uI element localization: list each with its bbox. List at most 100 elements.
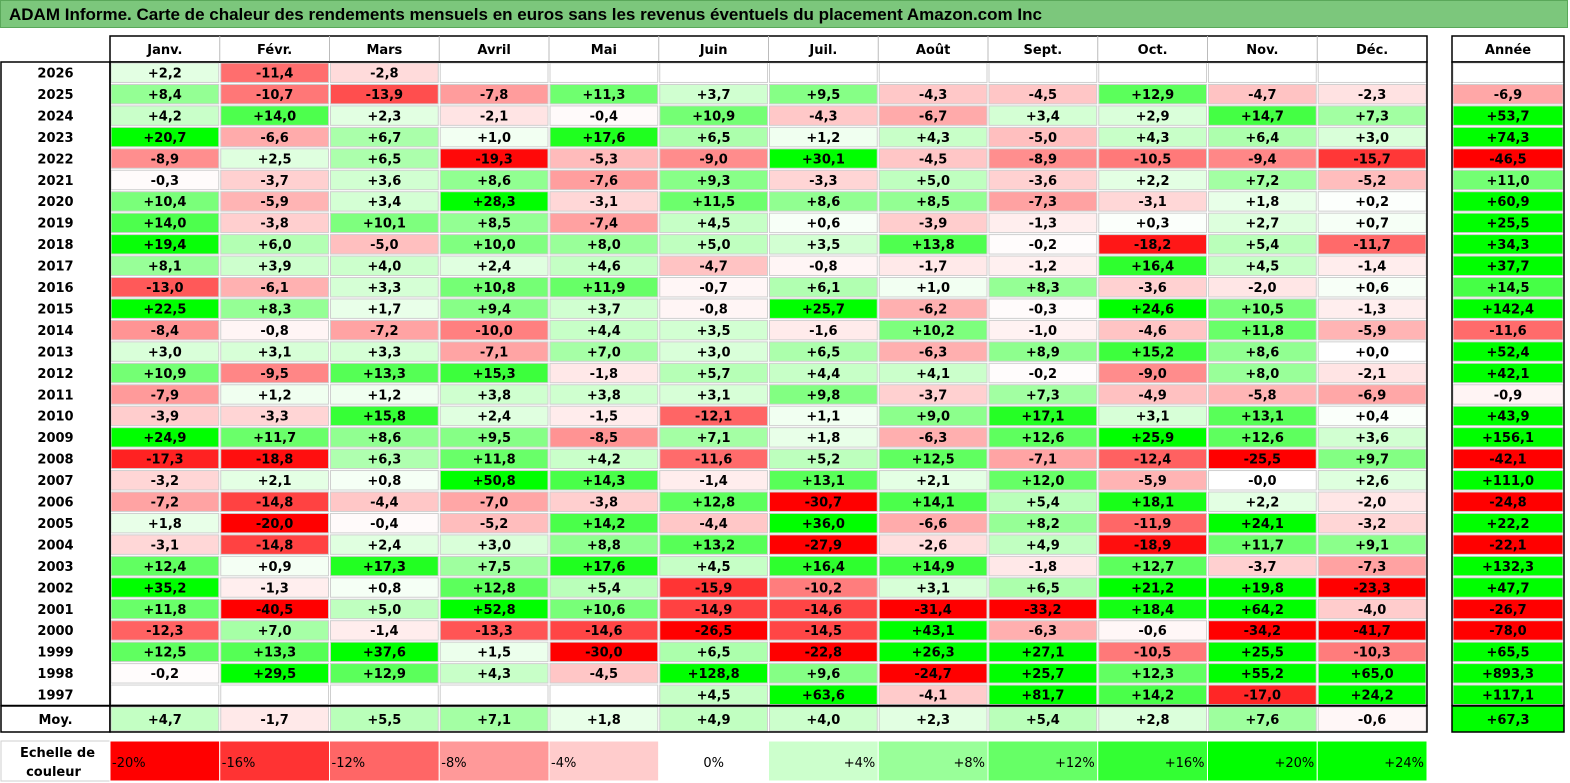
heatmap-cell	[878, 470, 988, 491]
cell-value: -7,3	[1029, 195, 1057, 210]
heatmap-cell	[330, 448, 439, 470]
year-total-cell	[1452, 620, 1564, 641]
heatmap-cell	[659, 405, 768, 427]
heatmap-cell	[549, 234, 659, 255]
cell-value: +17,6	[582, 131, 625, 146]
cell-value: -7,9	[151, 388, 179, 403]
heatmap-cell	[659, 105, 768, 126]
average-value: +5,5	[367, 713, 401, 728]
cell-value: +11,5	[692, 195, 735, 210]
cell-value: -1,3	[1358, 302, 1386, 317]
heatmap-cell	[330, 169, 439, 191]
table-row: 2008 -17,3 -18,8 +6,3 +11,8 +4,2 -11,6 +5,2 +12,…	[37, 448, 1564, 470]
heatmap-cell	[1098, 62, 1207, 83]
heatmap-cell	[769, 577, 878, 598]
scale-label: +4%	[844, 756, 876, 771]
row-year-label: 2014	[37, 324, 73, 339]
heatmap-cell	[1317, 298, 1427, 319]
cell-value: +4,9	[1026, 538, 1060, 553]
cell-value: +0,8	[367, 474, 401, 489]
cell-value: -6,1	[260, 281, 288, 296]
cell-value: +4,4	[806, 367, 840, 382]
row-year-label: 2017	[37, 260, 73, 275]
row-year-label: 2002	[37, 581, 73, 596]
year-total-cell	[1452, 491, 1564, 512]
heatmap-cell	[110, 126, 220, 148]
heatmap-cell	[330, 663, 439, 684]
heatmap-cell	[769, 234, 878, 255]
cell-value: +18,4	[1131, 603, 1174, 618]
cell-value: +6,3	[367, 453, 401, 468]
cell-value: +5,4	[587, 581, 621, 596]
cell-value: +5,7	[697, 367, 731, 382]
heatmap-cell	[220, 212, 329, 234]
heatmap-cell	[330, 83, 439, 105]
cell-value: -3,1	[590, 195, 618, 210]
cell-value: +4,5	[697, 560, 731, 575]
heatmap-cell	[1317, 684, 1427, 705]
heatmap-cell	[1317, 126, 1427, 148]
heatmap-cell	[330, 126, 439, 148]
cell-value: +9,0	[916, 410, 950, 425]
cell-value: -0,8	[809, 260, 837, 275]
heatmap-cell	[988, 105, 1098, 126]
cell-value: -2,0	[1248, 281, 1276, 296]
heatmap-cell	[220, 512, 329, 534]
scale-label: +16%	[1165, 756, 1205, 771]
cell-value: +11,7	[253, 431, 296, 446]
heatmap-cell	[988, 319, 1098, 341]
cell-value: -0,4	[590, 109, 618, 124]
cell-value: -6,6	[919, 517, 947, 532]
cell-value: +64,2	[1241, 603, 1284, 618]
year-total-value: +43,9	[1487, 410, 1530, 425]
heatmap-cell	[1208, 234, 1317, 255]
heatmap-cell	[549, 663, 659, 684]
year-total-cell	[1452, 169, 1564, 191]
heatmap-cell	[878, 105, 988, 126]
cell-value: -10,5	[1134, 646, 1171, 661]
heatmap-cell	[330, 277, 439, 298]
heatmap-cell	[1098, 319, 1207, 341]
heatmap-cell	[110, 448, 220, 470]
heatmap-cell	[330, 62, 439, 83]
cell-value: +6,1	[806, 281, 840, 296]
average-cell	[988, 706, 1098, 732]
average-cell	[110, 706, 220, 732]
heatmap-cell	[220, 555, 329, 577]
year-total-value: +52,4	[1487, 345, 1530, 360]
heatmap-cell	[220, 448, 329, 470]
cell-value: -0,7	[699, 281, 727, 296]
heatmap-cell	[769, 169, 878, 191]
heatmap-cell	[220, 341, 329, 362]
heatmap-cell	[549, 620, 659, 641]
cell-value: -13,9	[366, 88, 403, 103]
heatmap-cell	[439, 641, 549, 663]
heatmap-cell	[659, 598, 768, 620]
heatmap-cell	[439, 512, 549, 534]
heatmap-cell	[220, 384, 329, 405]
heatmap-cell	[659, 448, 768, 470]
table-row: 2013 +3,0 +3,1 +3,3 -7,1 +7,0 +3,0 +6,5 -6,3 +8,9…	[37, 341, 1564, 362]
cell-value: +10,2	[912, 324, 955, 339]
heatmap-cell	[1098, 169, 1207, 191]
heatmap-cell	[1317, 319, 1427, 341]
heatmap-cell	[330, 470, 439, 491]
cell-value: +18,1	[1131, 496, 1174, 511]
heatmap-cell	[1317, 212, 1427, 234]
year-total-cell	[1452, 62, 1564, 83]
cell-value: +13,8	[912, 238, 955, 253]
cell-value: +55,2	[1241, 667, 1284, 682]
heatmap-cell	[220, 169, 329, 191]
heatmap-cell	[988, 534, 1098, 555]
heatmap-cell	[769, 341, 878, 362]
cell-value: +8,5	[916, 195, 950, 210]
heatmap-cell	[1317, 255, 1427, 276]
row-year-label: 2007	[37, 474, 73, 489]
heatmap-cell	[659, 148, 768, 169]
heatmap-cell	[1317, 534, 1427, 555]
cell-value: -15,9	[695, 581, 732, 596]
cell-value: -8,9	[1029, 152, 1057, 167]
cell-value: +8,4	[148, 88, 182, 103]
heatmap-cell	[769, 362, 878, 384]
cell-value: +5,4	[1026, 496, 1060, 511]
